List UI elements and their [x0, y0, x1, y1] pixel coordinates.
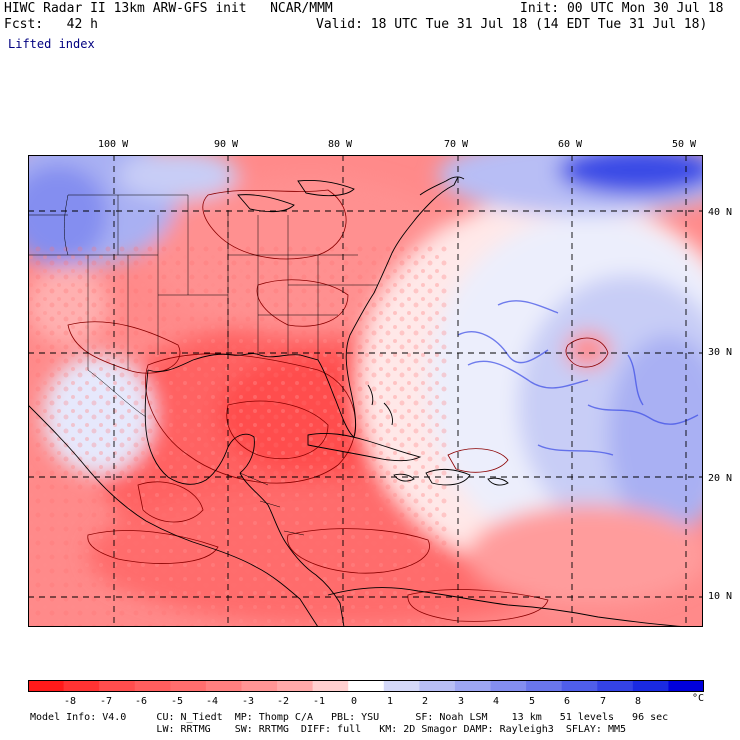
colorbar-swatch	[668, 680, 704, 692]
colorbar-swatch	[28, 680, 65, 692]
colorbar-tick-label: 5	[528, 696, 536, 707]
colorbar	[28, 680, 704, 692]
colorbar-tick-label: -7	[99, 696, 113, 707]
colorbar-tick-label: 2	[421, 696, 429, 707]
colorbar-swatch	[241, 680, 278, 692]
colorbar-tick-label: -3	[241, 696, 255, 707]
colorbar-swatch	[419, 680, 456, 692]
field-name: Lifted index	[8, 37, 95, 51]
lon-label: 100 W	[98, 139, 129, 150]
colorbar-tick-label: 7	[599, 696, 607, 707]
colorbar-swatch	[632, 680, 669, 692]
coastlines	[28, 176, 689, 627]
forecast-hour: Fcst: 42 h	[4, 17, 98, 32]
lon-label: 80 W	[328, 139, 353, 150]
lifted-index-map	[28, 155, 703, 627]
lon-label: 70 W	[444, 139, 469, 150]
colorbar-tick-label: 3	[457, 696, 465, 707]
stability-streaks	[457, 300, 699, 456]
lat-label: 10 N	[708, 591, 733, 602]
colorbar-swatch	[526, 680, 563, 692]
model-title: HIWC Radar II 13km ARW-GFS init NCAR/MMM	[4, 1, 333, 16]
colorbar-swatch	[597, 680, 634, 692]
colorbar-swatch	[454, 680, 492, 692]
colorbar-tick-label: -1	[312, 696, 326, 707]
lon-label: 90 W	[214, 139, 239, 150]
colorbar-tick-label: 1	[386, 696, 394, 707]
colorbar-swatch	[170, 680, 207, 692]
colorbar-swatch	[312, 680, 349, 692]
colorbar-unit: °C	[691, 693, 705, 704]
contours	[67, 189, 609, 622]
state-borders	[28, 194, 378, 536]
colorbar-tick-label: -6	[134, 696, 148, 707]
colorbar-tick-label: 8	[634, 696, 642, 707]
lat-label: 30 N	[708, 347, 733, 358]
colorbar-swatch	[99, 680, 136, 692]
colorbar-swatch	[490, 680, 527, 692]
colorbar-border	[28, 680, 704, 692]
colorbar-tick-label: -5	[170, 696, 184, 707]
model-info-line1: Model Info: V4.0 CU: N_Tiedt MP: Thomp C…	[30, 712, 669, 723]
colorbar-swatch	[383, 680, 420, 692]
valid-time: Valid: 18 UTC Tue 31 Jul 18 (14 EDT Tue …	[316, 17, 708, 32]
init-time: Init: 00 UTC Mon 30 Jul 18	[520, 1, 724, 16]
colorbar-tick-label: -2	[276, 696, 290, 707]
colorbar-swatch	[348, 680, 385, 692]
colorbar-tick-label: 6	[563, 696, 571, 707]
colorbar-swatch	[205, 680, 242, 692]
model-info-line2: LW: RRTMG SW: RRTMG DIFF: full KM: 2D Sm…	[30, 724, 627, 735]
lon-label: 50 W	[672, 139, 697, 150]
colorbar-tick-label: 0	[350, 696, 358, 707]
colorbar-tick-label: -8	[63, 696, 77, 707]
lon-label: 60 W	[558, 139, 583, 150]
colorbar-swatch	[561, 680, 598, 692]
colorbar-swatch	[134, 680, 171, 692]
colorbar-swatch	[277, 680, 314, 692]
graticule	[28, 155, 703, 627]
colorbar-tick-label: -4	[205, 696, 219, 707]
lat-label: 40 N	[708, 207, 733, 218]
lat-label: 20 N	[708, 473, 733, 484]
colorbar-tick-label: 4	[492, 696, 500, 707]
colorbar-swatch	[63, 680, 100, 692]
